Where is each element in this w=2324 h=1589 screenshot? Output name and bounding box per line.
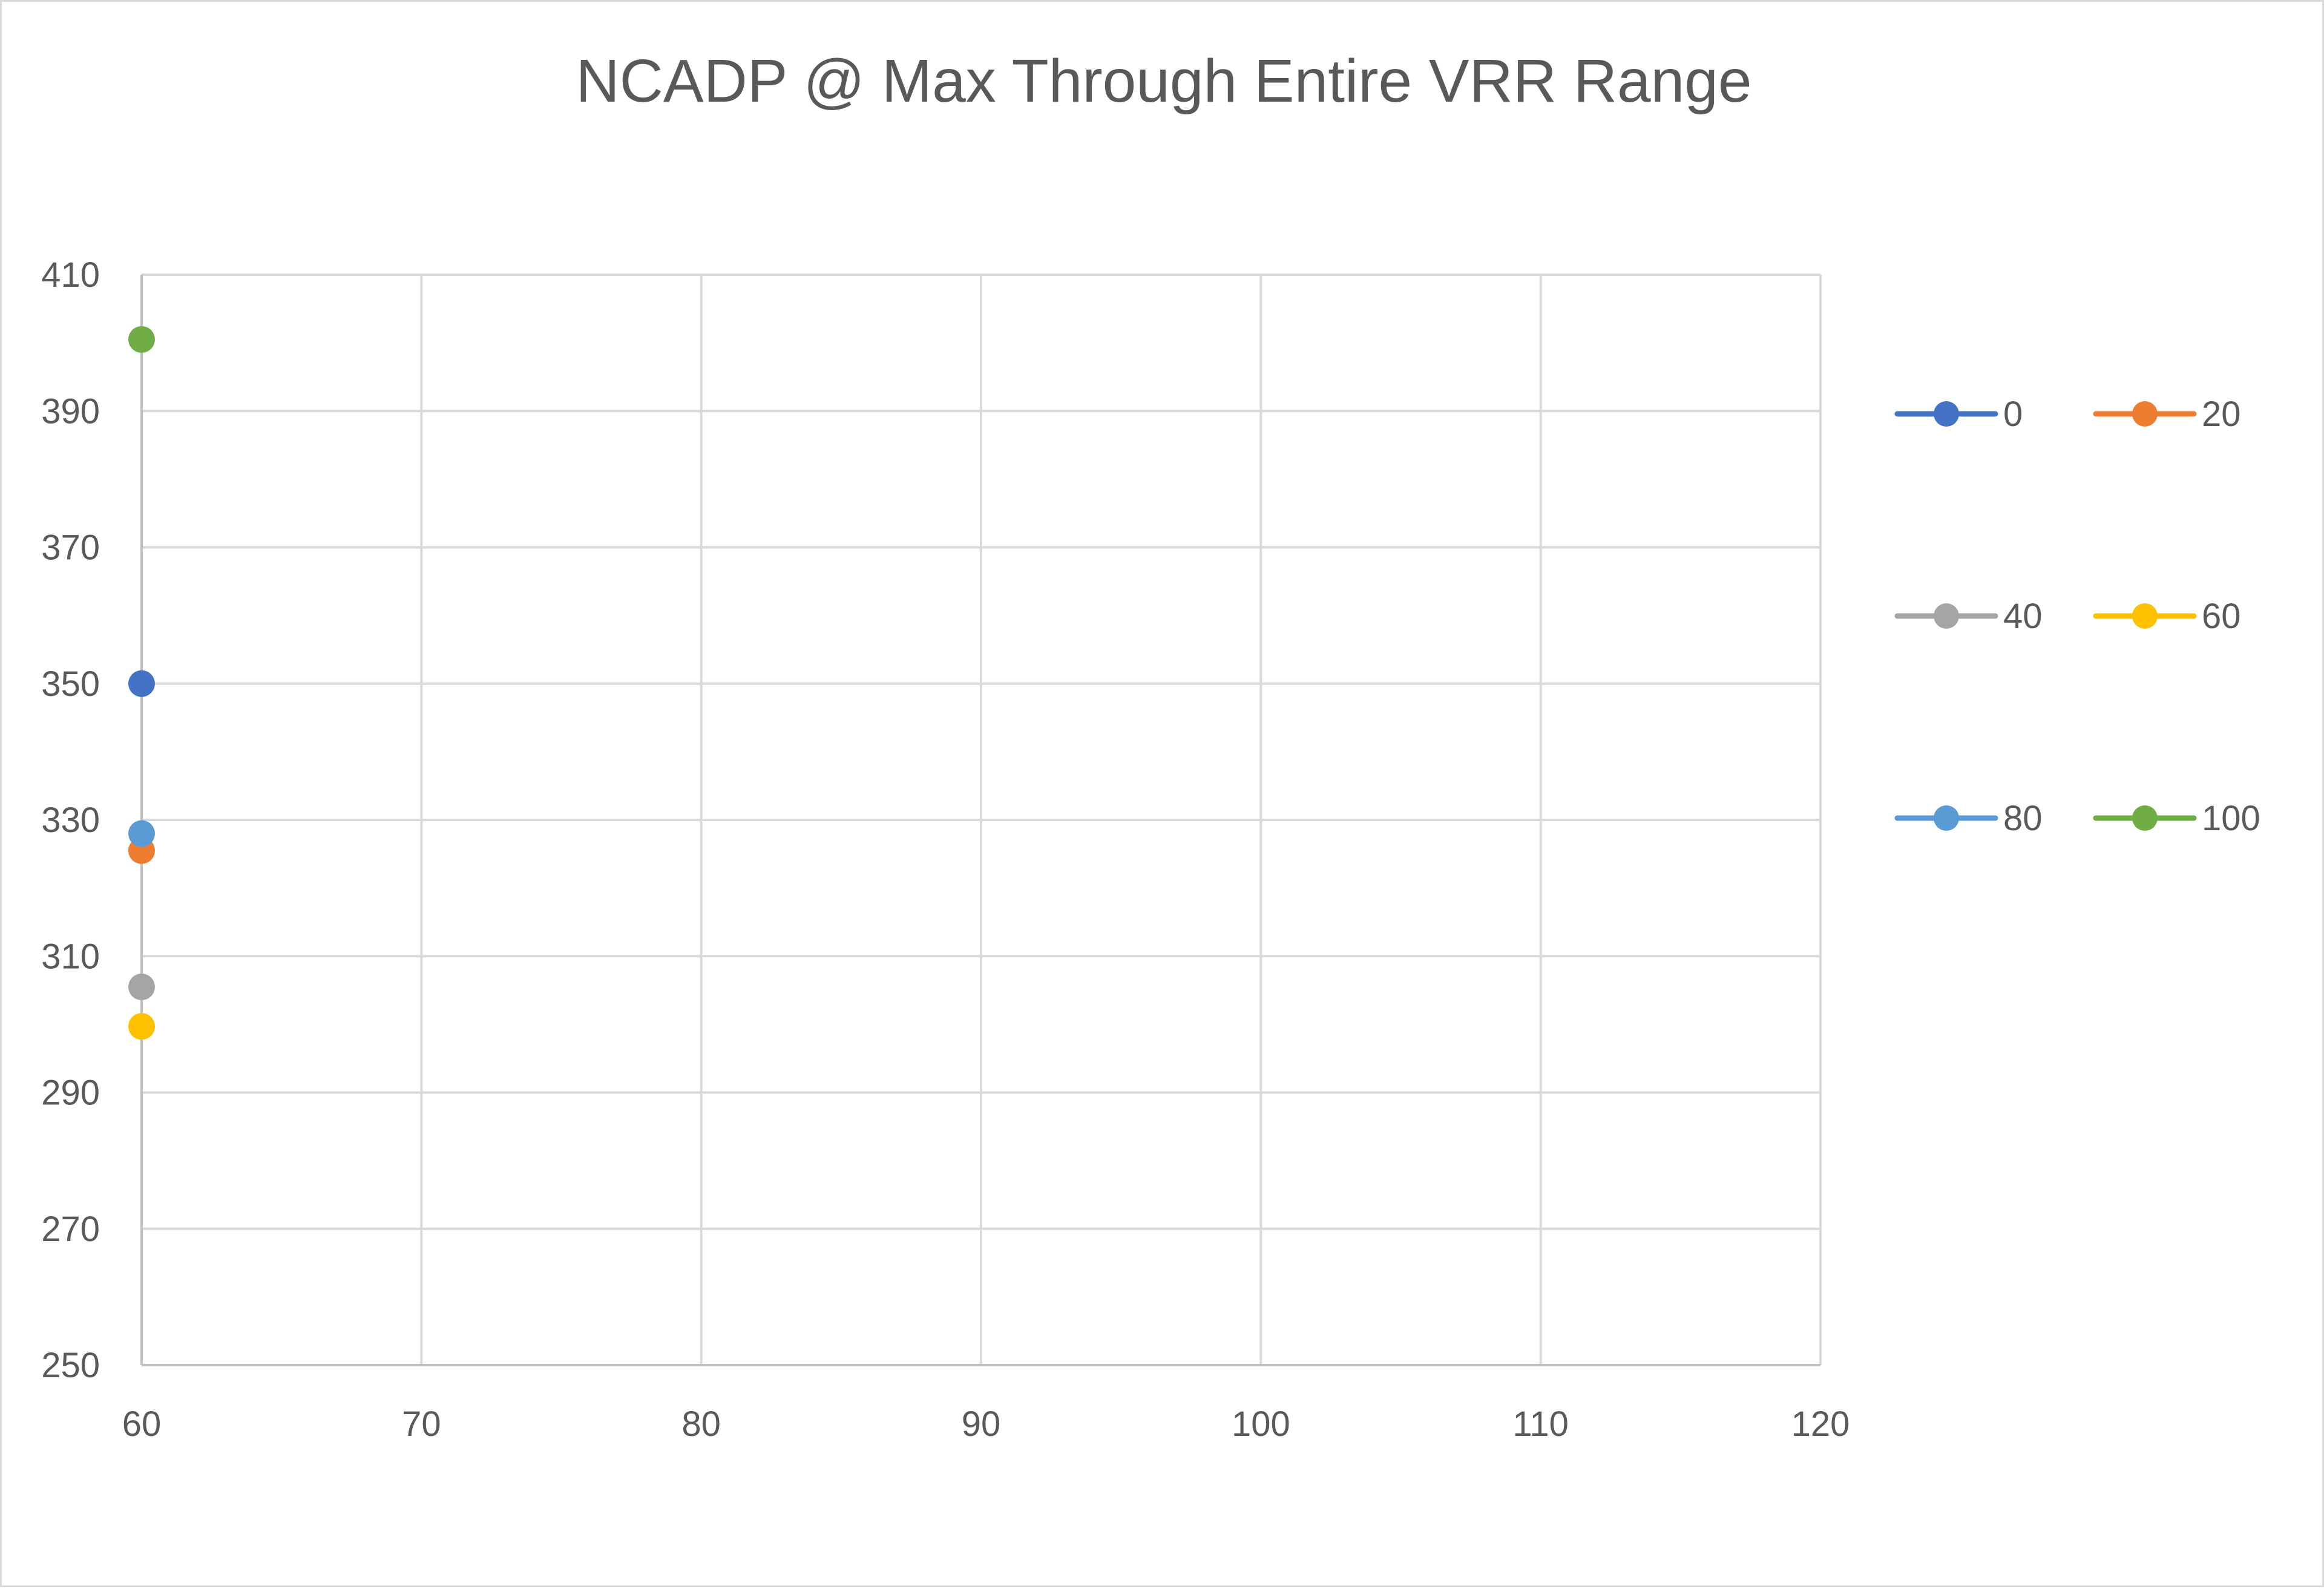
legend-entry-20: 20 [2093, 395, 2241, 434]
y-tick-label: 390 [41, 392, 100, 431]
y-tick-label: 330 [41, 801, 100, 840]
y-tick-label: 250 [41, 1346, 100, 1385]
legend-entry-60: 60 [2093, 597, 2241, 636]
legend-label-40: 40 [2003, 597, 2043, 636]
chart-title: NCADP @ Max Through Entire VRR Range [576, 47, 1751, 115]
legend-label-100: 100 [2202, 799, 2260, 838]
legend-marker-80 [1934, 805, 1959, 831]
legend-entry-100: 100 [2093, 799, 2260, 838]
tick-labels: 250 270 290 310 330 350 370 390 410 60 70 80 90 100 11… [41, 255, 1850, 1444]
legend-entry-0: 0 [1894, 395, 2023, 434]
x-tick-label: 90 [962, 1404, 1001, 1444]
data-point-series-0 [128, 670, 155, 697]
legend-label-80: 80 [2003, 799, 2043, 838]
legend-label-20: 20 [2202, 395, 2241, 434]
x-tick-label: 110 [1512, 1404, 1568, 1444]
y-tick-label: 310 [41, 937, 100, 976]
x-tick-label: 120 [1791, 1404, 1850, 1444]
legend-marker-0 [1934, 401, 1959, 427]
data-point-series-100 [128, 326, 155, 353]
x-tick-label: 100 [1232, 1404, 1290, 1444]
y-tick-label: 270 [41, 1210, 100, 1249]
x-tick-label: 70 [402, 1404, 441, 1444]
data-point-series-60 [128, 1013, 155, 1040]
data-point-series-40 [128, 973, 155, 1000]
legend-marker-100 [2132, 805, 2158, 831]
y-tick-label: 410 [41, 255, 100, 295]
data-point-series-80 [128, 820, 155, 847]
y-tick-label: 350 [41, 664, 100, 704]
legend-marker-20 [2132, 401, 2158, 427]
legend-marker-60 [2132, 603, 2158, 629]
legend: 0 20 40 60 80 100 [1894, 395, 2260, 838]
legend-label-0: 0 [2003, 395, 2023, 434]
y-tick-label: 290 [41, 1073, 100, 1113]
legend-label-60: 60 [2202, 597, 2241, 636]
x-tick-label: 60 [122, 1404, 162, 1444]
legend-marker-40 [1934, 603, 1959, 629]
grid-layer [142, 274, 1822, 1365]
legend-entry-40: 40 [1894, 597, 2043, 636]
x-tick-label: 80 [681, 1404, 721, 1444]
y-tick-label: 370 [41, 528, 100, 568]
data-points [128, 326, 155, 1040]
legend-entry-80: 80 [1894, 799, 2043, 838]
axis-layer [140, 275, 1820, 1366]
